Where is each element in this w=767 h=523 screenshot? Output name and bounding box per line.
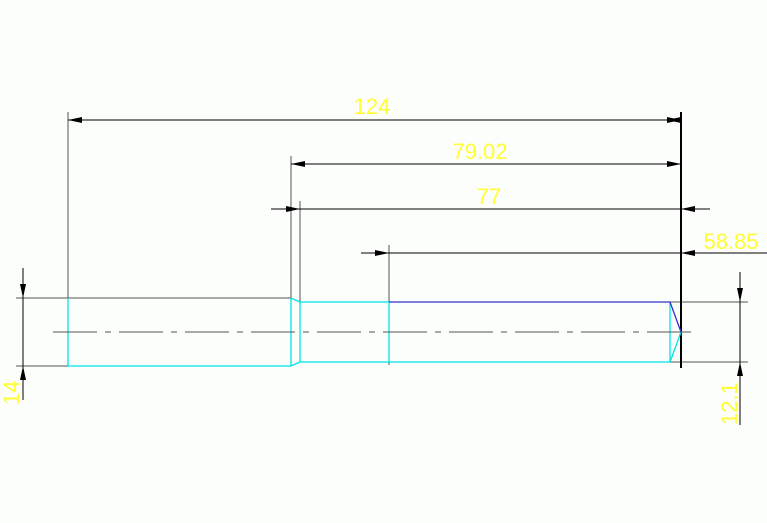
dim-text-79: 79.02 [452,139,507,164]
extension-lines [16,112,748,367]
shaft-outline [67,297,682,367]
dim-text-12: 12.1 [717,382,742,425]
highlighted-edge [389,301,682,333]
dim-text-124: 124 [354,94,391,119]
dim-text-77: 77 [477,184,501,209]
dim-text-14: 14 [0,381,24,405]
dim-text-58: 58.85 [703,229,758,254]
